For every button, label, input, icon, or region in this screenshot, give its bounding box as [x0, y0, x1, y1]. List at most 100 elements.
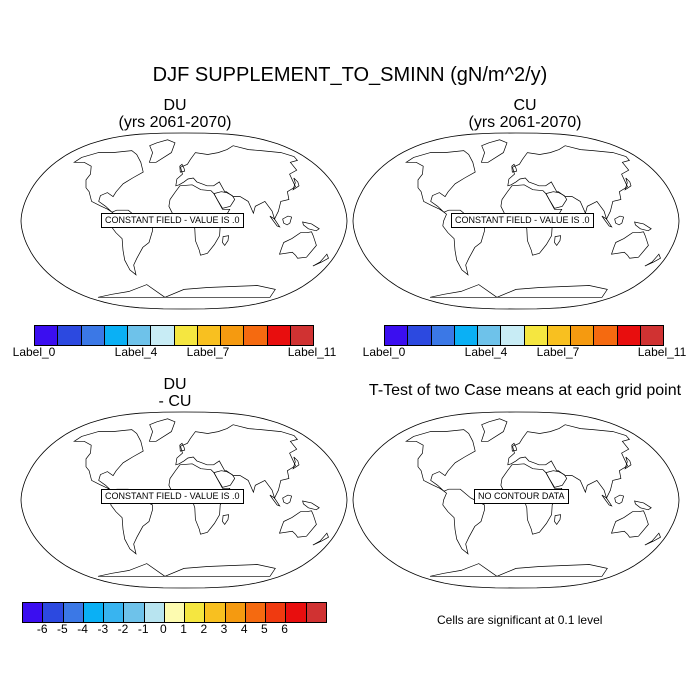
colorbar-3-swatch-4: [104, 603, 125, 622]
colorbar-3-swatch-2: [63, 603, 84, 622]
colorbar-3-swatch-7: [164, 603, 186, 622]
colorbar-2-swatch-5: [501, 326, 525, 345]
greenland-coastline: [148, 418, 176, 442]
eurasia-coastline: [175, 424, 299, 499]
colorbar-2-swatch-4: [478, 326, 502, 345]
colorbar-3-swatch-9: [205, 603, 226, 622]
madagascar-coastline: [554, 235, 562, 246]
antarctica-coastline: [97, 563, 276, 577]
new-zealand-coastline: [644, 532, 661, 546]
colorbar-2-swatch-8: [571, 326, 595, 345]
colorbar-1-swatch-6: [174, 326, 198, 345]
colorbar-1-swatch-0: [35, 326, 59, 345]
panel-1-constant-field-label: CONSTANT FIELD - VALUE IS .0: [101, 213, 244, 228]
colorbar-panel-3: [22, 602, 327, 623]
indonesia-borneo-coastline: [282, 215, 293, 226]
colorbar-2-swatch-0: [385, 326, 409, 345]
colorbar-2-swatch-3: [454, 326, 478, 345]
colorbar-1-label-7: Label_7: [186, 345, 230, 359]
greenland-coastline: [148, 139, 176, 163]
colorbar-3-swatch-6: [144, 603, 165, 622]
colorbar-1-swatch-7: [197, 326, 221, 345]
panel-3-constant-field-label: CONSTANT FIELD - VALUE IS .0: [101, 489, 244, 504]
panel-2-title: CU (yrs 2061-2070): [425, 97, 625, 131]
colorbar-2-label-11: Label_11: [637, 345, 687, 359]
panel-1-title: DU (yrs 2061-2070): [75, 97, 275, 131]
new-zealand-coastline: [644, 253, 661, 267]
new-zealand-coastline: [312, 253, 329, 267]
figure-title: DJF SUPPLEMENT_TO_SMINN (gN/m^2/y): [152, 64, 548, 86]
colorbar-2-swatch-1: [408, 326, 432, 345]
colorbar-2-swatch-9: [594, 326, 618, 345]
eurasia-coastline: [507, 145, 631, 220]
antarctica-coastline: [97, 284, 276, 298]
britain-coastline: [179, 442, 186, 452]
australia-coastline: [610, 231, 649, 259]
britain-coastline: [179, 163, 186, 173]
north-america-coastline: [73, 429, 144, 492]
colorbar-3-tick-label: 3: [220, 622, 228, 636]
colorbar-1-swatch-2: [81, 326, 105, 345]
colorbar-3-tick-label: 5: [261, 622, 268, 636]
panel-3-title-line2: - CU: [158, 393, 192, 410]
arabia-coastline: [545, 191, 568, 209]
colorbar-1-swatch-11: [290, 326, 313, 345]
colorbar-3-swatch-5: [124, 603, 145, 622]
arabia-coastline: [213, 191, 236, 209]
colorbar-1-label-4: Label_4: [114, 345, 158, 359]
colorbar-2-swatch-11: [640, 326, 663, 345]
colorbar-1-swatch-9: [244, 326, 268, 345]
colorbar-3-swatch-12: [266, 603, 287, 622]
colorbar-1-swatch-8: [221, 326, 245, 345]
colorbar-1-swatch-5: [151, 326, 175, 345]
panel-1-title-line2: (yrs 2061-2070): [118, 114, 232, 131]
colorbar-3-tick-label: -1: [137, 622, 149, 636]
eurasia-coastline: [175, 145, 299, 220]
colorbar-1-label-0: Label_0: [12, 345, 56, 359]
colorbar-3-tick-label: -3: [97, 622, 109, 636]
japan-coastline: [292, 456, 300, 470]
colorbar-2-swatch-6: [524, 326, 548, 345]
colorbar-1-swatch-10: [267, 326, 291, 345]
japan-coastline: [624, 177, 632, 191]
panel-1-title-line1: DU: [163, 97, 187, 114]
colorbar-2-swatch-7: [547, 326, 571, 345]
new-guinea-coastline: [302, 221, 320, 232]
madagascar-coastline: [222, 514, 230, 525]
colorbar-3-swatch-11: [245, 603, 267, 622]
indonesia-borneo-coastline: [614, 215, 625, 226]
sumatra-coastline: [601, 215, 613, 228]
north-america-coastline: [73, 150, 144, 213]
colorbar-1-swatch-3: [104, 326, 128, 345]
panel-2-title-line2: (yrs 2061-2070): [468, 114, 582, 131]
colorbar-3-swatch-14: [306, 603, 326, 622]
britain-coastline: [511, 163, 518, 173]
colorbar-3-swatch-1: [43, 603, 64, 622]
panel-4-title: T-Test of two Case means at each grid po…: [368, 382, 682, 399]
new-guinea-coastline: [302, 500, 320, 511]
colorbar-3-tick-label: 2: [200, 622, 208, 636]
colorbar-3-tick-label: 1: [180, 622, 187, 636]
south-america-coastline: [442, 488, 485, 555]
significance-note: Cells are significant at 0.1 level: [437, 613, 603, 627]
panel-4-no-contour-label: NO CONTOUR DATA: [474, 489, 569, 504]
greenland-coastline: [480, 139, 508, 163]
colorbar-3-swatch-3: [83, 603, 105, 622]
japan-coastline: [624, 456, 632, 470]
colorbar-panel-2: [384, 325, 664, 346]
australia-coastline: [278, 510, 317, 538]
new-guinea-coastline: [634, 500, 652, 511]
colorbar-panel-1: [34, 325, 314, 346]
eurasia-coastline: [507, 424, 631, 499]
colorbar-3-tick-label: 6: [281, 622, 288, 636]
colorbar-3-swatch-0: [23, 603, 44, 622]
panel-3-title: DU - CU: [75, 376, 275, 410]
antarctica-coastline: [429, 284, 608, 298]
colorbar-1-swatch-4: [128, 326, 152, 345]
panel-3-title-line1: DU: [163, 376, 187, 393]
madagascar-coastline: [554, 514, 562, 525]
colorbar-1-swatch-1: [58, 326, 82, 345]
north-america-coastline: [405, 429, 476, 492]
indonesia-borneo-coastline: [614, 494, 625, 505]
colorbar-2-swatch-10: [617, 326, 641, 345]
